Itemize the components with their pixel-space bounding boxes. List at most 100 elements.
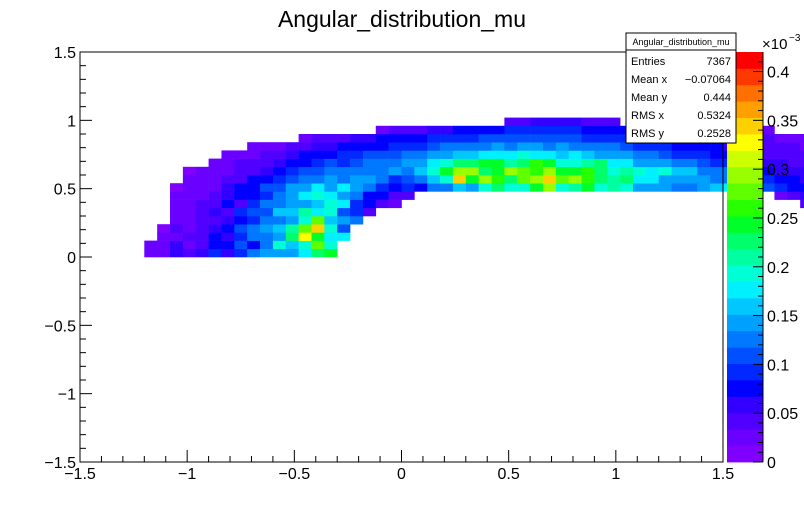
heatmap-bin [787,183,801,192]
x-tick-label: 0.5 [498,466,520,483]
heatmap-bin [671,183,685,192]
heatmap-bin [337,191,351,200]
heatmap-bin [787,158,801,168]
heatmap-bin [272,224,287,233]
y-tick-label: 1.5 [54,45,76,62]
heatmap-bin [260,199,274,209]
heatmap-bin [440,125,454,135]
heatmap-bin [530,183,544,192]
heatmap-bin [285,175,299,184]
heatmap-bin [247,232,261,241]
heatmap-bin [324,134,338,143]
heatmap-bin [362,207,377,217]
heatmap-bin [452,166,467,176]
heatmap-bin [298,166,312,176]
heatmap-bin [440,158,454,168]
heatmap-bin [298,240,312,250]
heatmap-bin [195,166,209,176]
heatmap-bin [645,150,659,159]
colorbar-exponent-power: −3 [789,33,801,44]
heatmap-bin [311,158,325,168]
heatmap-bin [568,175,582,184]
heatmap-bin [337,224,351,233]
heatmap-bin [247,142,261,151]
heatmap-bin [272,199,287,209]
heatmap-bin [311,166,325,176]
heatmap-bin [221,216,235,225]
x-tick-label: 0 [397,466,406,483]
colorbar-tick-label: 0.1 [767,357,789,374]
heatmap-bin [697,150,711,159]
heatmap-bin [774,183,788,192]
heatmap-bin [260,150,274,159]
heatmap-bin [195,240,209,250]
heatmap-bin [671,175,685,184]
colorbar: 0 0.05 0.1 0.15 0.2 0.25 0.3 0.35 0.4 ×10 −3 [727,33,801,472]
colorbar-segment [727,166,763,184]
heatmap-bin [761,158,775,168]
heatmap-bin [272,191,287,200]
heatmap-bin [337,232,351,241]
heatmap-bin [555,158,569,168]
heatmap-bin [581,117,595,127]
heatmap-bin [272,158,287,168]
heatmap-bin [440,175,454,184]
heatmap-bin [362,142,377,151]
heatmap-bin [594,117,608,127]
heatmap-bin [285,199,299,209]
heatmap-bin [247,199,261,209]
heatmap-bin [337,158,351,168]
heatmap-bin [298,207,312,217]
heatmap-bin [671,150,685,159]
heatmap-bin [478,134,492,143]
heatmap-bin [350,216,364,225]
heatmap-bin [208,166,222,176]
heatmap-bin [414,175,428,184]
heatmap-bin [684,183,698,192]
heatmap-bin [645,142,659,151]
heatmap-bin [478,125,492,135]
heatmap-bin [607,158,621,168]
heatmap-bin [504,183,518,192]
heatmap-bin [221,207,235,217]
heatmap-bin [311,216,325,225]
heatmap-bin [234,175,248,184]
heatmap-bin [620,166,634,176]
heatmap-bin [247,175,261,184]
heatmap-bin [337,199,351,209]
heatmap-bin [234,248,248,258]
heatmap-bin [272,183,287,192]
heatmap-bin [465,125,479,135]
heatmap-bin [517,175,531,184]
heatmap-bin [774,166,788,176]
heatmap-bin [414,166,428,176]
heatmap-bin [170,183,184,192]
heatmap-bin [234,224,248,233]
heatmap-bin [800,183,804,192]
y-tick-label: −1.5 [44,455,76,472]
heatmap-bin [465,134,479,143]
heatmap-bin [761,125,775,135]
heatmap-bin [324,240,338,250]
heatmap-bin [260,216,274,225]
x-tick-label: 1 [611,466,620,483]
heatmap-bin [350,150,364,159]
heatmap-bin [774,191,788,200]
heatmap-bin [195,191,209,200]
heatmap-bin [298,248,312,258]
heatmap-bin [298,142,312,151]
heatmap-bin [260,158,274,168]
heatmap-bin [517,150,531,159]
heatmap-bin [234,166,248,176]
heatmap-bin [542,117,557,127]
colorbar-segment [727,232,763,250]
heatmap-bin [388,191,402,200]
heatmap-bin [568,117,582,127]
heatmap-bin [260,207,274,217]
heatmap-bin [568,150,582,159]
y-axis: −1.5 −1 −0.5 0 0.5 1 1.5 [44,45,92,472]
heatmap-bin [800,166,804,176]
colorbar-segment [727,429,763,446]
heatmap-bin [787,166,801,176]
heatmap-bin [182,232,197,241]
